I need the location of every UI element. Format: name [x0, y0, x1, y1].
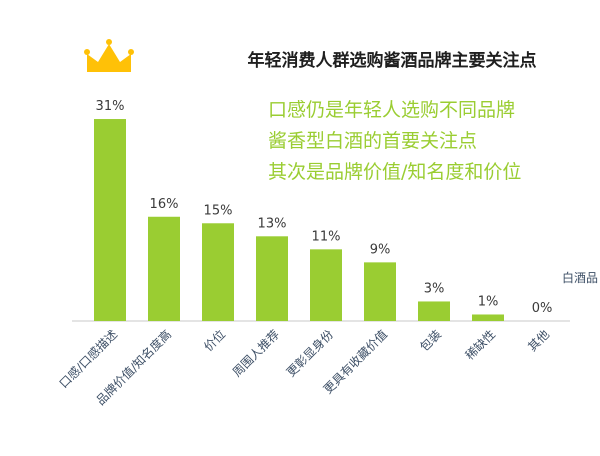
value-label-7: 1%	[478, 294, 499, 309]
bar-6	[418, 301, 450, 321]
category-label-7: 稀缺性	[462, 327, 498, 363]
value-label-3: 13%	[258, 216, 287, 231]
chart-title: 年轻消费人群选购酱酒品牌主要关注点	[248, 50, 537, 71]
category-label-6: 包装	[417, 327, 444, 354]
bar-3	[256, 236, 288, 321]
bar-0	[94, 119, 126, 321]
annotation-line-1: 口感仍是年轻人选购不同品牌	[268, 99, 515, 121]
bar-7	[472, 314, 504, 321]
crown-icon	[84, 39, 134, 72]
annotation-line-3: 其次是品牌价值/知名度和价位	[268, 161, 521, 183]
annotation-line-2: 酱香型白酒的首要关注点	[268, 130, 477, 152]
value-label-8: 0%	[532, 301, 553, 316]
value-label-2: 15%	[204, 203, 233, 218]
bar-1	[148, 216, 180, 321]
category-label-4: 更彰显身份	[283, 327, 336, 380]
bar-5	[364, 262, 396, 321]
category-label-2: 价位	[201, 327, 229, 355]
value-label-0: 31%	[96, 99, 125, 114]
value-label-5: 9%	[370, 242, 391, 257]
legend-entry: 白酒品	[562, 270, 598, 285]
bar-4	[310, 249, 342, 321]
value-label-4: 11%	[312, 229, 341, 244]
value-label-6: 3%	[424, 281, 445, 296]
bar-2	[202, 223, 234, 321]
value-label-1: 16%	[150, 197, 179, 212]
category-label-8: 其他	[525, 327, 552, 354]
category-label-3: 周围人推荐	[230, 327, 282, 379]
